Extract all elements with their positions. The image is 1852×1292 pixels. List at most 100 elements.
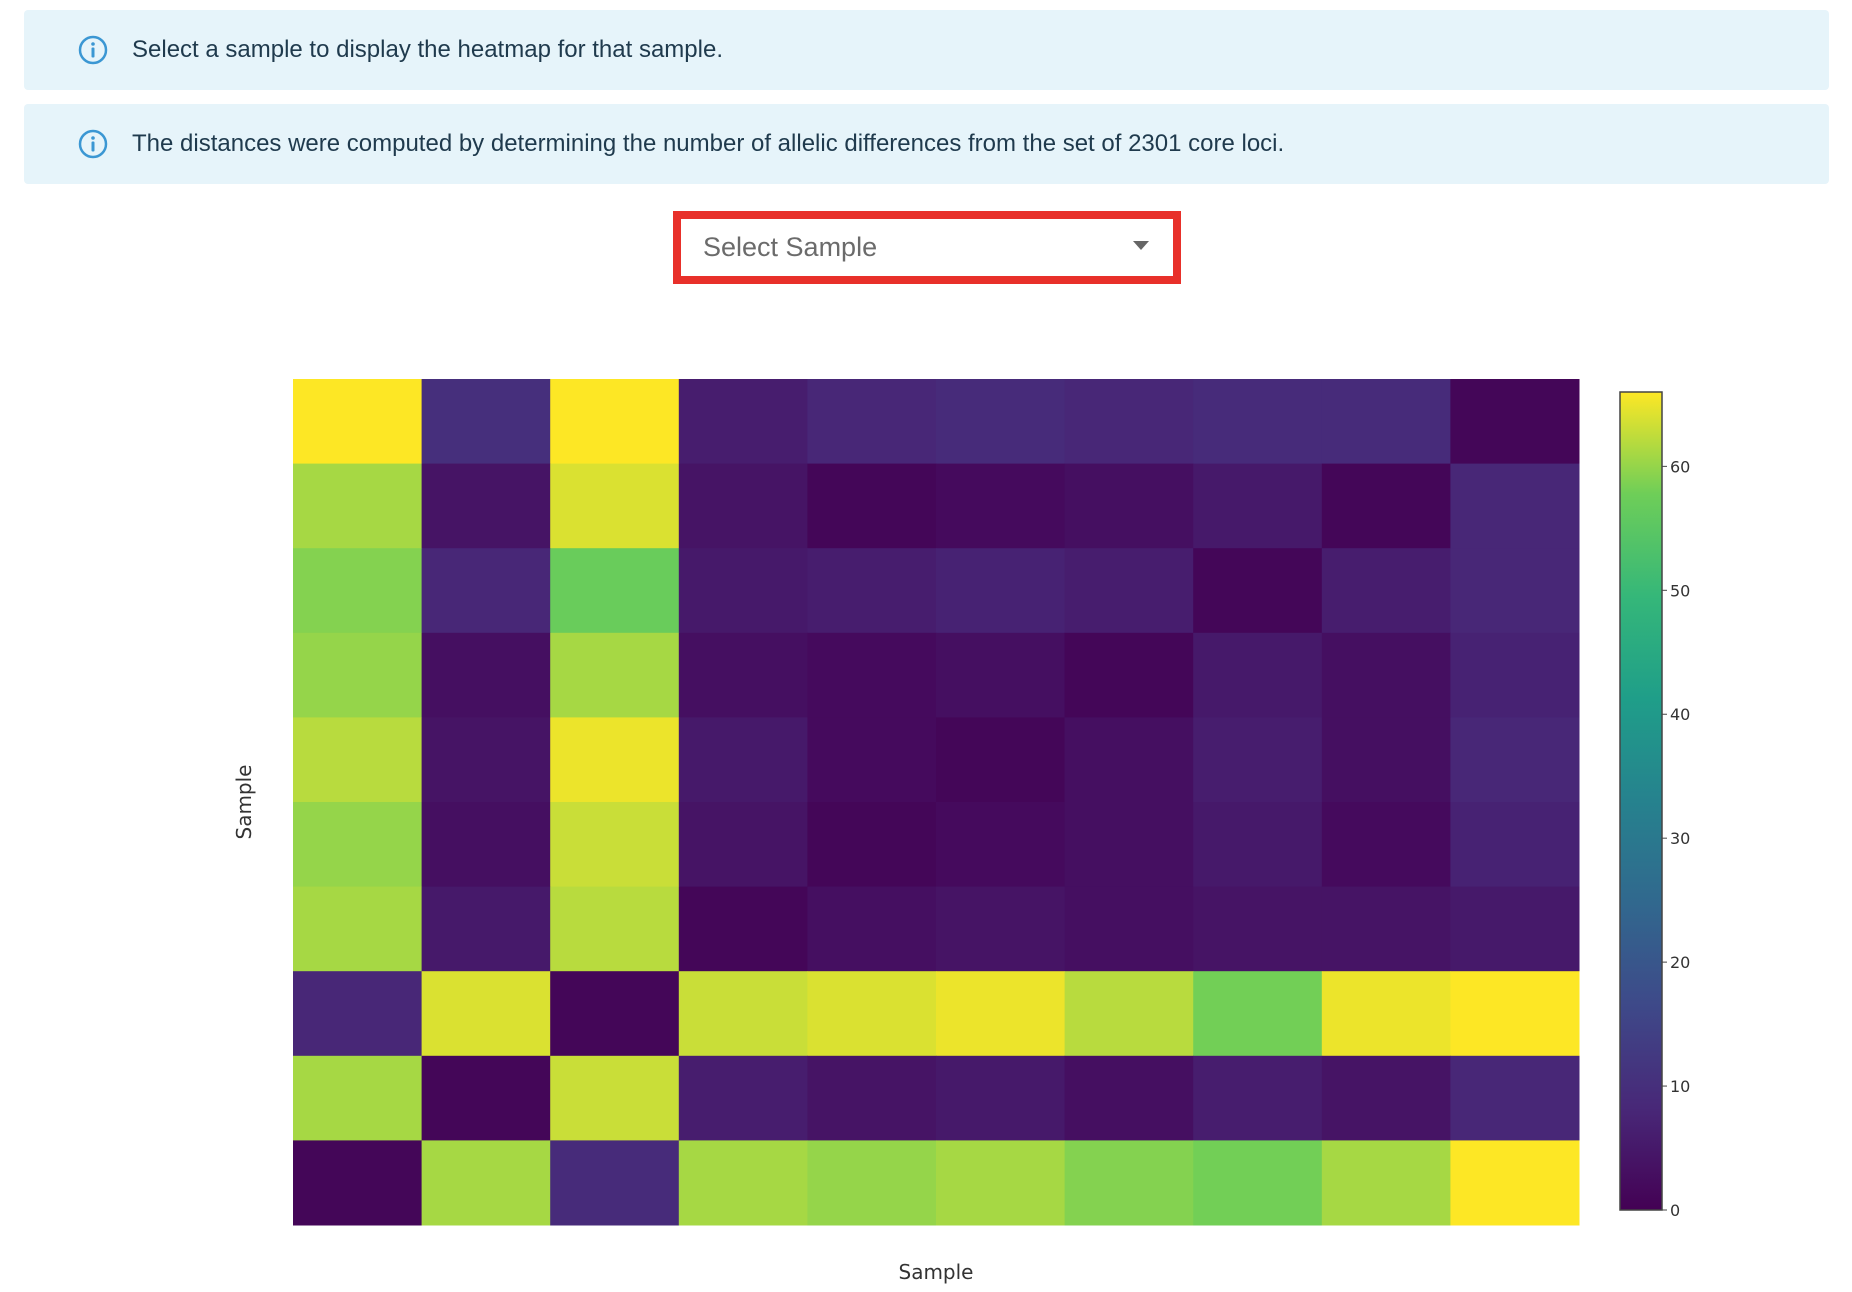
heatmap-cell[interactable] [293,379,423,465]
heatmap-cell[interactable] [678,1140,808,1226]
heatmap-cell[interactable] [1193,1055,1323,1141]
heatmap-cell[interactable] [936,379,1066,465]
heatmap-cell[interactable] [421,1055,551,1141]
heatmap-cell[interactable] [936,548,1066,634]
heatmap-cell[interactable] [293,717,423,803]
heatmap-cell[interactable] [936,886,1066,972]
heatmap-cell[interactable] [936,1140,1066,1226]
heatmap-cell[interactable] [1450,1055,1580,1141]
heatmap-cell[interactable] [1193,717,1323,803]
heatmap-cell[interactable] [1321,463,1451,549]
heatmap-cell[interactable] [1193,1140,1323,1226]
heatmap-cell[interactable] [1064,886,1194,972]
heatmap-cell[interactable] [1450,802,1580,888]
heatmap-cell[interactable] [1450,463,1580,549]
heatmap-cell[interactable] [421,717,551,803]
heatmap-cell[interactable] [293,632,423,718]
heatmap-cell[interactable] [1321,802,1451,888]
heatmap-cell[interactable] [936,1055,1066,1141]
heatmap-cell[interactable] [550,548,680,634]
heatmap-cell[interactable] [550,1140,680,1226]
heatmap-cell[interactable] [550,1055,680,1141]
heatmap-cell[interactable] [1193,379,1323,465]
heatmap-cell[interactable] [807,379,937,465]
heatmap-cell[interactable] [936,717,1066,803]
heatmap-cell[interactable] [1064,632,1194,718]
chevron-down-icon[interactable] [1133,241,1149,250]
heatmap-cell[interactable] [293,463,423,549]
heatmap-cell[interactable] [1193,548,1323,634]
heatmap-cell[interactable] [1450,1140,1580,1226]
heatmap-cell[interactable] [678,971,808,1057]
heatmap-cell[interactable] [421,886,551,972]
heatmap-cell[interactable] [678,802,808,888]
heatmap-cell[interactable] [1064,379,1194,465]
heatmap-cell[interactable] [550,632,680,718]
heatmap-cell[interactable] [807,971,937,1057]
heatmap-cell[interactable] [1064,1055,1194,1141]
heatmap-cell[interactable] [678,379,808,465]
heatmap-cell[interactable] [807,717,937,803]
heatmap-cell[interactable] [1193,802,1323,888]
heatmap-cell[interactable] [1064,802,1194,888]
heatmap-cell[interactable] [807,548,937,634]
heatmap-cell[interactable] [936,802,1066,888]
heatmap-cell[interactable] [936,971,1066,1057]
heatmap-cell[interactable] [1321,717,1451,803]
heatmap-cell[interactable] [1450,632,1580,718]
heatmap-cell[interactable] [678,886,808,972]
heatmap-cell[interactable] [678,463,808,549]
heatmap-cell[interactable] [678,717,808,803]
heatmap-cell[interactable] [1321,886,1451,972]
heatmap-cell[interactable] [1450,886,1580,972]
heatmap-cell[interactable] [293,802,423,888]
heatmap-cell[interactable] [1321,971,1451,1057]
heatmap-cell[interactable] [293,548,423,634]
heatmap-cell[interactable] [421,379,551,465]
heatmap-cell[interactable] [936,463,1066,549]
heatmap-cell[interactable] [1064,1140,1194,1226]
heatmap-cell[interactable] [1321,548,1451,634]
heatmap-cell[interactable] [1193,886,1323,972]
heatmap-cell[interactable] [1064,548,1194,634]
sample-select[interactable]: Select Sample [681,219,1173,276]
heatmap-cell[interactable] [807,632,937,718]
heatmap-cell[interactable] [678,548,808,634]
heatmap-cell[interactable] [936,632,1066,718]
heatmap-cell[interactable] [1450,548,1580,634]
heatmap-cell[interactable] [807,1140,937,1226]
heatmap-cell[interactable] [421,802,551,888]
heatmap-cell[interactable] [550,802,680,888]
heatmap-cell[interactable] [1321,632,1451,718]
heatmap-cell[interactable] [1064,971,1194,1057]
heatmap-cell[interactable] [421,971,551,1057]
heatmap-cell[interactable] [1321,1055,1451,1141]
heatmap-cell[interactable] [1193,632,1323,718]
heatmap-cell[interactable] [1450,379,1580,465]
heatmap-cell[interactable] [421,548,551,634]
heatmap-cell[interactable] [550,463,680,549]
heatmap-cell[interactable] [1450,717,1580,803]
heatmap-cell[interactable] [293,1055,423,1141]
heatmap-cell[interactable] [1064,717,1194,803]
heatmap-cell[interactable] [293,886,423,972]
heatmap-cell[interactable] [807,1055,937,1141]
heatmap-cell[interactable] [550,379,680,465]
heatmap-cell[interactable] [550,717,680,803]
heatmap-cell[interactable] [1321,1140,1451,1226]
heatmap-cell[interactable] [678,632,808,718]
heatmap-cell[interactable] [1193,971,1323,1057]
heatmap-cell[interactable] [421,632,551,718]
heatmap-cell[interactable] [293,971,423,1057]
heatmap-cell[interactable] [550,971,680,1057]
heatmap-cell[interactable] [1064,463,1194,549]
heatmap-cell[interactable] [1450,971,1580,1057]
heatmap-cell[interactable] [807,886,937,972]
heatmap-cell[interactable] [293,1140,423,1226]
heatmap-cell[interactable] [421,1140,551,1226]
heatmap-cell[interactable] [807,802,937,888]
heatmap-cell[interactable] [1193,463,1323,549]
heatmap-cell[interactable] [1321,379,1451,465]
heatmap-cell[interactable] [678,1055,808,1141]
heatmap-cell[interactable] [550,886,680,972]
